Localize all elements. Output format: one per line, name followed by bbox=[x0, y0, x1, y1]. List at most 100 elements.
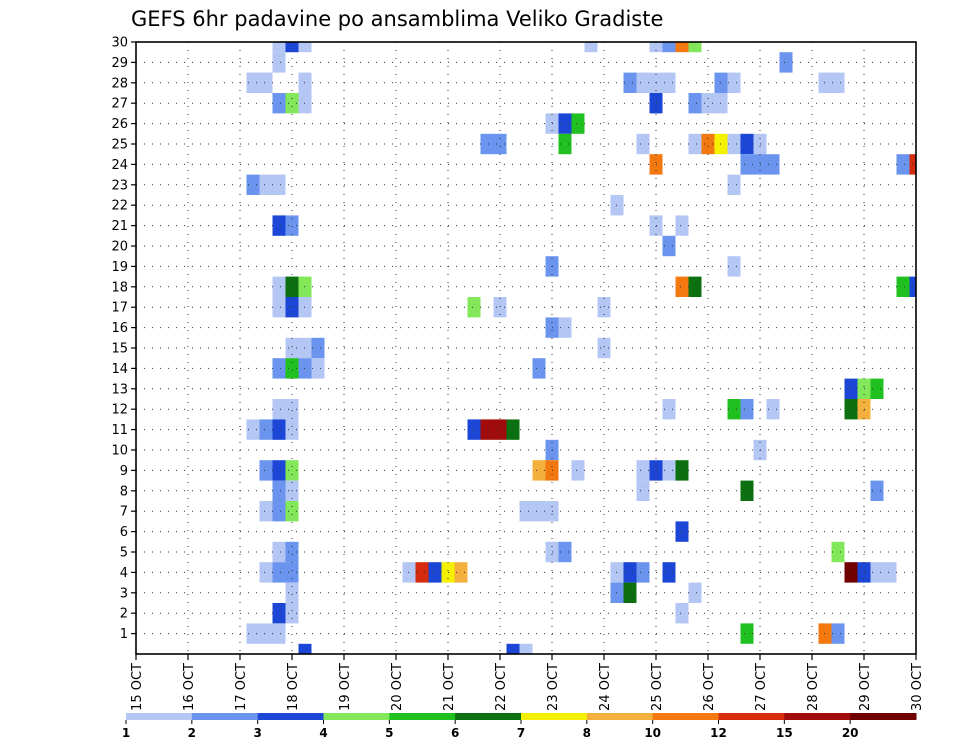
precip-cell bbox=[740, 133, 754, 155]
chart-title: GEFS 6hr padavine po ansamblima Veliko G… bbox=[131, 7, 663, 31]
precip-cell bbox=[285, 541, 299, 563]
precip-cell bbox=[844, 562, 858, 583]
precip-cell bbox=[493, 297, 507, 318]
colorbar-label: 1 bbox=[122, 726, 130, 740]
y-tick-label: 2 bbox=[120, 607, 128, 622]
y-tick-label: 3 bbox=[120, 586, 128, 601]
precip-cell bbox=[636, 460, 650, 481]
x-tick-label: 25 OCT bbox=[650, 663, 665, 711]
x-tick-label: 18 OCT bbox=[286, 663, 301, 711]
precip-cell bbox=[623, 72, 637, 93]
colorbar-swatch bbox=[652, 713, 719, 720]
colorbar: 1 2 3 4 5 6 7 8 10 12 15 20 bbox=[122, 713, 917, 740]
precip-cell bbox=[285, 460, 299, 481]
precip-cell bbox=[727, 399, 741, 420]
precip-cell bbox=[259, 460, 273, 481]
precip-cell bbox=[272, 215, 286, 236]
precip-cell bbox=[675, 42, 689, 53]
grid-lines bbox=[136, 41, 916, 654]
colorbar-swatch bbox=[850, 713, 917, 720]
y-tick-label: 22 bbox=[111, 199, 128, 214]
precip-cell bbox=[558, 317, 572, 338]
precip-cell bbox=[597, 337, 611, 359]
x-tick-label: 19 OCT bbox=[338, 663, 353, 711]
colorbar-swatch bbox=[191, 713, 259, 720]
precip-cell bbox=[532, 460, 546, 481]
y-tick-label: 11 bbox=[111, 423, 128, 438]
y-tick-label: 28 bbox=[111, 76, 128, 91]
x-tick-label: 17 OCT bbox=[234, 663, 249, 711]
precip-cell bbox=[272, 42, 286, 53]
precip-cell bbox=[558, 133, 572, 155]
precip-cell bbox=[831, 623, 845, 644]
precip-cell bbox=[662, 562, 676, 583]
y-tick-label: 6 bbox=[120, 525, 128, 540]
x-tick-label: 24 OCT bbox=[598, 663, 613, 711]
precip-cell bbox=[688, 582, 702, 603]
y-tick-label: 30 bbox=[111, 36, 128, 51]
colorbar-label: 10 bbox=[644, 726, 661, 740]
precip-cell bbox=[285, 399, 299, 420]
colorbar-swatch bbox=[718, 713, 785, 720]
precip-cell bbox=[675, 460, 689, 481]
precip-cell bbox=[259, 501, 273, 522]
plot-frame bbox=[135, 41, 917, 655]
colorbar-swatch bbox=[389, 713, 456, 720]
y-tick-label: 10 bbox=[111, 444, 128, 459]
precip-cell bbox=[519, 643, 533, 654]
precip-cell bbox=[584, 42, 598, 53]
colorbar-label: 12 bbox=[710, 726, 727, 740]
y-tick-label: 17 bbox=[111, 301, 128, 316]
precip-cell bbox=[571, 460, 585, 481]
precip-cell bbox=[259, 174, 273, 195]
precip-cell bbox=[246, 623, 260, 644]
precip-cell bbox=[727, 133, 741, 155]
colorbar-label: 4 bbox=[319, 726, 327, 740]
y-tick-label: 23 bbox=[111, 178, 128, 193]
precip-cell bbox=[766, 154, 780, 175]
precip-cell bbox=[246, 419, 260, 440]
precip-cell bbox=[727, 256, 741, 277]
y-tick-label: 14 bbox=[111, 362, 128, 377]
precip-cell bbox=[779, 52, 793, 73]
precip-cell bbox=[272, 623, 286, 644]
precip-cell bbox=[636, 72, 650, 93]
precip-cell bbox=[506, 643, 520, 654]
precip-cell bbox=[571, 113, 585, 134]
precip-cell bbox=[272, 603, 286, 624]
precip-cell bbox=[688, 276, 702, 297]
precip-cell bbox=[272, 297, 286, 318]
precip-cell bbox=[272, 501, 286, 522]
precip-cell bbox=[662, 42, 676, 53]
precip-cell bbox=[649, 42, 663, 53]
precip-cell bbox=[285, 582, 299, 603]
precip-cell bbox=[558, 541, 572, 563]
precip-cell bbox=[272, 419, 286, 440]
plot-cells bbox=[246, 42, 916, 654]
precip-cell bbox=[831, 541, 845, 563]
x-axis-ticks: 15 OCT 16 OCT 17 OCT 18 OCT 19 OCT 20 OCT 21 O… bbox=[130, 654, 925, 711]
precip-cell bbox=[259, 562, 273, 583]
precip-cell bbox=[259, 72, 273, 93]
precip-cell bbox=[285, 276, 299, 297]
precip-cell bbox=[285, 358, 299, 379]
precip-cell bbox=[675, 521, 689, 542]
precip-cell bbox=[701, 93, 715, 114]
precip-cell bbox=[623, 582, 637, 603]
precip-cell bbox=[285, 42, 299, 53]
precip-cell bbox=[259, 623, 273, 644]
precip-cell bbox=[298, 42, 312, 53]
precip-cell bbox=[259, 419, 273, 440]
precip-cell bbox=[272, 358, 286, 379]
x-tick-label: 15 OCT bbox=[130, 663, 145, 711]
precip-cell bbox=[285, 501, 299, 522]
colorbar-label: 2 bbox=[188, 726, 196, 740]
precip-cell bbox=[493, 133, 507, 155]
precip-cell bbox=[467, 297, 481, 318]
precip-cell bbox=[844, 399, 858, 420]
precip-cell bbox=[285, 337, 299, 359]
y-tick-label: 12 bbox=[111, 403, 128, 418]
precip-cell bbox=[272, 399, 286, 420]
colorbar-label: 6 bbox=[451, 726, 459, 740]
precip-cell bbox=[896, 154, 910, 175]
